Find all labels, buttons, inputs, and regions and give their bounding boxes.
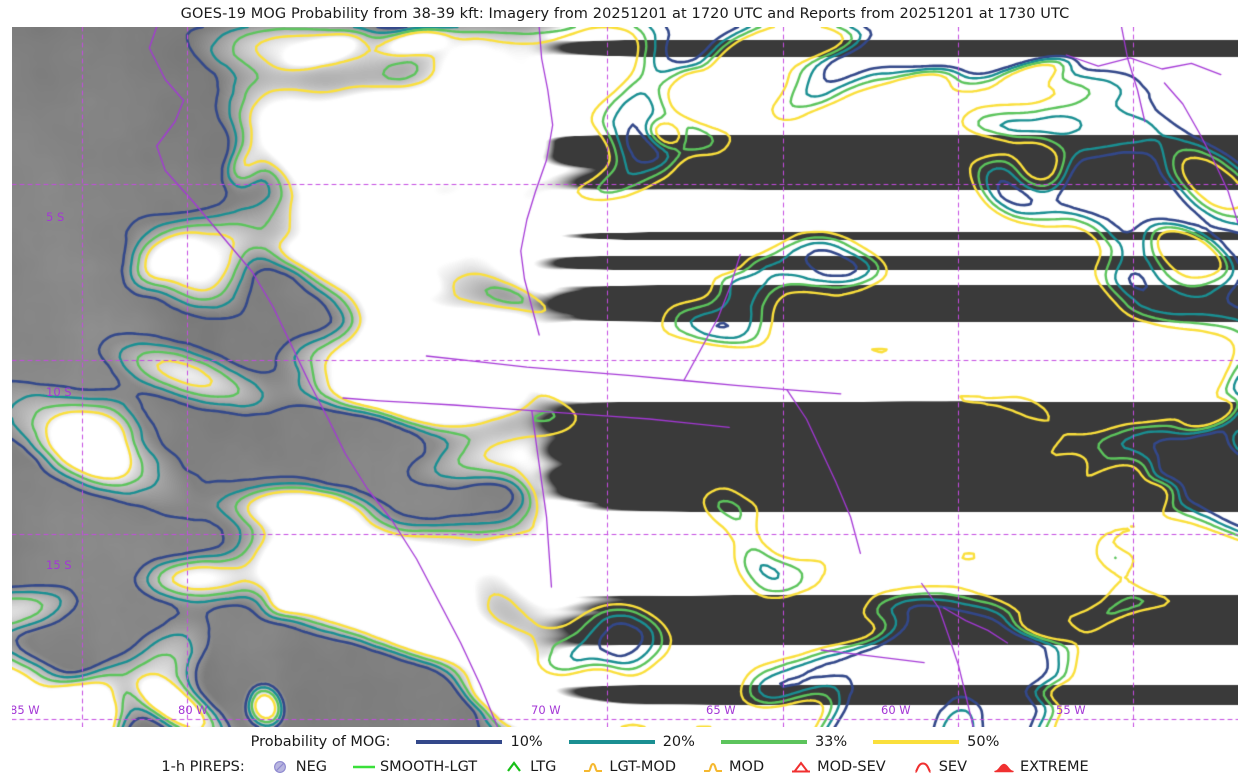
lgt-mod-arch-icon (580, 759, 606, 775)
legend-probability-row: Probability of MOG: 10% 20% 33% 50% (0, 729, 1250, 754)
legend-pirep-item: LTG (501, 759, 556, 775)
legend-probability-item: 10% (416, 733, 543, 750)
legend-probability-item: 33% (720, 733, 848, 750)
pirep-label: NEG (295, 758, 327, 775)
pirep-label: SMOOTH-LGT (379, 758, 478, 775)
extreme-filled-icon (991, 759, 1017, 775)
legend-pirep-items: NEG SMOOTH-LGT LTG LGT-MOD MOD MOD-SEV SEV EXTR… (245, 759, 1089, 775)
legend-probability-label: Probability of MOG: (250, 733, 391, 750)
legend-pirep-item: MOD (700, 759, 764, 775)
legend-pireps-label: 1-h PIREPS: (161, 758, 245, 775)
legend-pirep-item: MOD-SEV (788, 759, 886, 775)
legend-pirep-item: LGT-MOD (580, 759, 676, 775)
page-title: GOES-19 MOG Probability from 38-39 kft: … (180, 5, 1070, 22)
mod-arch-icon (700, 759, 726, 775)
mod-sev-arch-icon (788, 759, 814, 775)
smooth-lgt-line-icon (351, 759, 377, 775)
pirep-label: EXTREME (1020, 758, 1089, 775)
legend-pirep-item: EXTREME (991, 759, 1089, 775)
contour-and-border-layer (12, 27, 1238, 727)
probability-color-swatch (568, 739, 655, 744)
sev-peak-icon (910, 759, 936, 775)
pirep-label: LGT-MOD (609, 758, 677, 775)
legend-probability-item: 50% (873, 734, 999, 750)
neg-circle-slash-icon (267, 759, 293, 775)
legend-pirep-item: SEV (910, 759, 967, 775)
pirep-label: MOD-SEV (817, 758, 886, 775)
probability-level-label: 10% (510, 733, 543, 750)
probability-level-label: 20% (662, 733, 695, 750)
probability-color-swatch (873, 739, 960, 744)
pirep-label: SEV (938, 758, 968, 775)
legend-probability-items: 10% 20% 33% 50% (390, 734, 999, 750)
ltg-chevron-icon (501, 759, 527, 775)
probability-level-label: 33% (814, 733, 848, 750)
probability-color-swatch (416, 739, 503, 744)
probability-level-label: 50% (967, 733, 1000, 750)
map-panel[interactable]: 5 S10 S15 S20 S85 W80 W70 W65 W60 W55 W (12, 27, 1238, 727)
pirep-label: LTG (530, 758, 557, 775)
legend-pireps-row: 1-h PIREPS: NEG SMOOTH-LGT LTG LGT-MOD MOD MO… (0, 754, 1250, 779)
legend: Probability of MOG: 10% 20% 33% 50% 1-h PIR… (0, 729, 1250, 782)
legend-pirep-item: NEG (267, 759, 327, 775)
pirep-label: MOD (729, 758, 765, 775)
legend-pirep-item: SMOOTH-LGT (351, 759, 477, 775)
legend-probability-item: 20% (568, 733, 695, 750)
probability-color-swatch (720, 739, 807, 744)
